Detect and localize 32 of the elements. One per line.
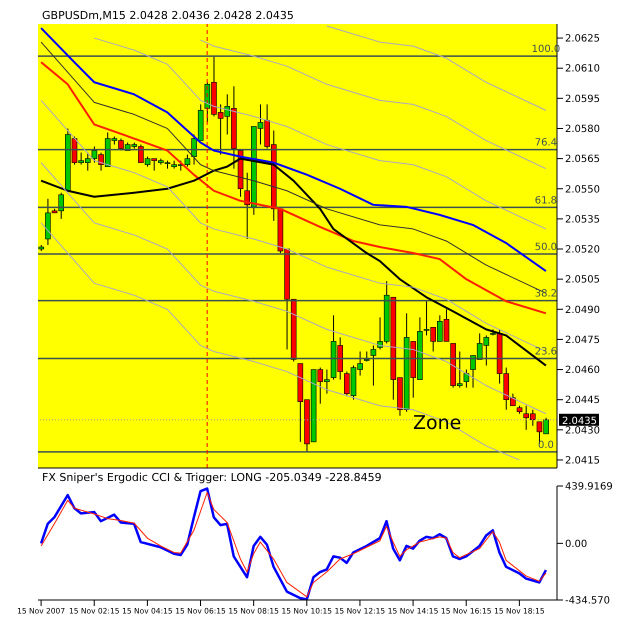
y-tick-label: 2.0550	[565, 184, 600, 196]
annotation: 23.6	[534, 346, 558, 358]
candlestick	[370, 344, 376, 386]
y-tick-label: 0.00	[565, 538, 588, 550]
candlestick	[464, 369, 470, 388]
chart-title: FX Sniper's Ergodic CCI & Trigger: LONG -205.0349 -228.8459	[42, 471, 382, 484]
annotation: 38.2	[534, 288, 558, 300]
chart-title: GBPUSDm,M15 2.0428 2.0436 2.0428 2.0435	[42, 9, 294, 22]
annotation: 76.4	[534, 138, 558, 149]
y-tick-label: 2.0490	[565, 304, 600, 316]
y-tick-label: 439.9169	[565, 482, 613, 493]
y-tick-label: 2.0430	[565, 425, 600, 436]
y-tick-label: 2.0535	[565, 214, 600, 226]
y-tick-label: 2.0610	[565, 64, 600, 75]
ref-line-label: 2.0435	[562, 416, 597, 427]
candlestick	[364, 350, 370, 362]
y-tick-label: 2.0595	[565, 94, 600, 105]
annotation: 50.0	[534, 242, 558, 254]
y-tick-label: 2.0625	[565, 34, 600, 45]
y-tick-label: 2.0505	[565, 274, 600, 286]
y-tick-label: 2.0475	[565, 334, 600, 346]
y-tick-label: 2.0520	[565, 244, 600, 256]
line-series	[40, 222, 520, 460]
annotation: 0.0	[538, 440, 554, 451]
y-tick-label: 2.0580	[565, 124, 600, 136]
y-tick-label: 2.0415	[565, 456, 600, 467]
y-tick-label: -434.570	[565, 596, 610, 607]
annotation: 61.8	[534, 195, 558, 206]
candlestick	[184, 154, 190, 168]
y-tick-label: 2.0460	[565, 365, 600, 376]
y-tick-label: 2.0565	[565, 154, 600, 166]
y-tick-label: 2.0445	[565, 395, 600, 406]
